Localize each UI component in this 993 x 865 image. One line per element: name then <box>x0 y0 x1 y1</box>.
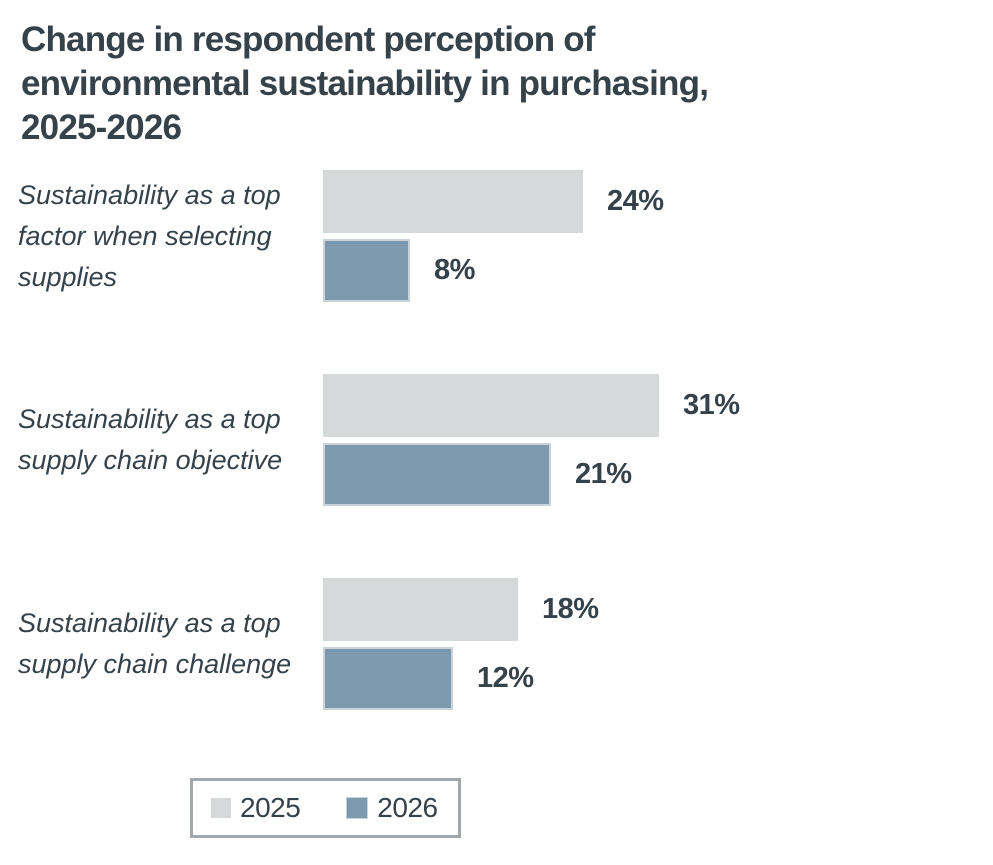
bar-groups: Sustainability as a top factor when sele… <box>0 170 993 710</box>
title-line-1: Change in respondent perception of <box>21 20 595 59</box>
bar-pair: 24% 8% <box>323 170 664 302</box>
bar-row: 12% <box>323 647 599 710</box>
legend-swatch-2026 <box>346 797 369 819</box>
bar-row: 31% <box>323 374 740 437</box>
bar-pair: 18% 12% <box>323 578 599 710</box>
value-label: 8% <box>434 254 475 286</box>
value-label: 31% <box>683 389 740 421</box>
bar-group: Sustainability as a top supply chain cha… <box>0 578 993 710</box>
legend-label-2025: 2025 <box>240 792 301 823</box>
value-label: 18% <box>542 593 599 625</box>
category-label: Sustainability as a top supply chain obj… <box>18 404 283 475</box>
bar-2025 <box>323 170 583 233</box>
category-label: Sustainability as a top supply chain cha… <box>18 608 292 679</box>
bar-2025 <box>323 374 659 437</box>
legend-item-2025: 2025 <box>211 792 301 824</box>
legend-item-2026: 2026 <box>346 792 438 824</box>
bar-pair: 31% 21% <box>323 374 740 506</box>
bar-group: Sustainability as a top supply chain obj… <box>0 374 993 506</box>
bar-row: 18% <box>323 578 599 641</box>
legend-label-2026: 2026 <box>377 792 438 823</box>
bar-2025 <box>323 578 518 641</box>
legend: 2025 2026 <box>190 778 461 838</box>
bar-row: 8% <box>323 239 664 302</box>
title-line-2: environmental sustainability in purchasi… <box>21 64 709 103</box>
legend-swatch-2025 <box>211 798 231 818</box>
category-label: Sustainability as a top factor when sele… <box>18 179 281 292</box>
bar-row: 21% <box>323 443 740 506</box>
value-label: 24% <box>607 185 664 217</box>
bar-group: Sustainability as a top factor when sele… <box>0 170 993 302</box>
title-line-3: 2025-2026 <box>21 108 182 147</box>
bar-2026 <box>323 647 453 710</box>
value-label: 12% <box>477 662 534 694</box>
bar-2026 <box>323 443 551 506</box>
value-label: 21% <box>575 458 632 490</box>
bar-2026 <box>323 239 410 302</box>
bar-row: 24% <box>323 170 664 233</box>
page-title: Change in respondent perception of envir… <box>21 18 993 150</box>
